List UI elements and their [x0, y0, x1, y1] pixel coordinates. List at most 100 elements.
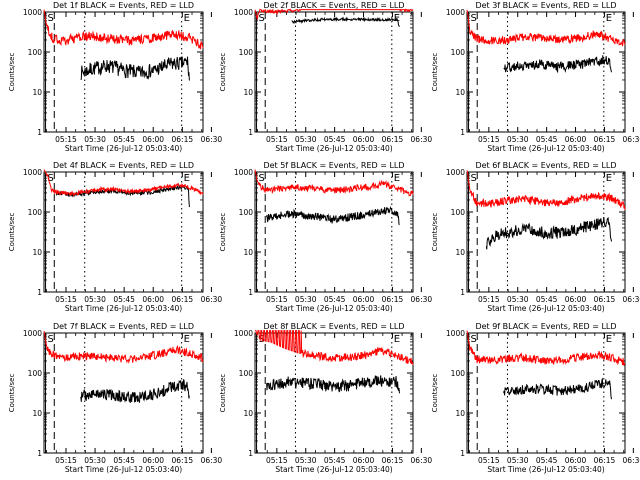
y-tick-label: 10	[32, 409, 42, 418]
x-axis-label: Start Time (26-Jul-12 05:03:40)	[65, 144, 182, 153]
y-tick-label: 1	[37, 449, 42, 458]
detector-panel-5: Det 5f BLACK = Events, RED = LLD 1 10 100 10…	[219, 161, 432, 313]
panel-title: Det 8f BLACK = Events, RED = LLD	[263, 322, 404, 331]
lld-series-line	[255, 330, 414, 365]
x-tick-label: 06:00	[353, 135, 375, 144]
detector-panel-4: Det 4f BLACK = Events, RED = LLD 1 10 100 10…	[8, 161, 222, 313]
x-tick-label: 05:15	[266, 135, 288, 144]
x-tick-label: 06:30	[623, 135, 640, 144]
events-series-line	[503, 377, 612, 400]
time-marker-label: E	[606, 13, 612, 24]
y-axis-label: Counts/sec	[8, 374, 16, 413]
x-tick-label: 06:00	[142, 135, 164, 144]
x-tick-label: 05:30	[84, 135, 106, 144]
y-tick-label: 1	[37, 288, 42, 297]
detector-panel-2: Det 2f BLACK = Events, RED = LLD 1 10 100 10…	[219, 1, 432, 153]
time-marker-label: E	[184, 173, 190, 184]
plot-frame	[254, 171, 414, 293]
x-tick-label: 05:15	[266, 295, 288, 304]
events-series-line	[80, 379, 190, 403]
x-tick-label: 06:30	[623, 295, 640, 304]
y-tick-label: 1	[248, 288, 253, 297]
time-marker-label: E	[184, 13, 190, 24]
x-tick-label: 05:45	[536, 295, 558, 304]
x-tick-label: 06:15	[172, 135, 194, 144]
x-tick-label: 05:45	[113, 456, 135, 465]
time-marker-label: S	[48, 173, 54, 184]
lld-series-line	[254, 169, 414, 197]
x-tick-label: 05:15	[478, 135, 500, 144]
x-tick-label: 06:15	[172, 295, 194, 304]
x-tick-label: 05:30	[507, 456, 529, 465]
y-tick-label: 10	[243, 248, 253, 257]
time-marker-label: E	[394, 334, 400, 345]
plot-frame	[466, 332, 626, 454]
detector-panel-3: Det 3f BLACK = Events, RED = LLD 1 10 100 10…	[431, 1, 640, 153]
y-tick-label: 100	[451, 208, 466, 217]
x-tick-label: 05:30	[84, 295, 106, 304]
plot-frame	[43, 332, 204, 454]
x-tick-label: 06:15	[172, 456, 194, 465]
x-axis-label: Start Time (26-Jul-12 05:03:40)	[65, 465, 182, 474]
lld-series-line	[43, 330, 204, 365]
y-tick-label: 1	[37, 128, 42, 137]
x-tick-label: 05:15	[478, 295, 500, 304]
events-series-line	[266, 205, 400, 226]
y-tick-label: 100	[28, 48, 43, 57]
panel-title: Det 3f BLACK = Events, RED = LLD	[475, 1, 616, 10]
y-tick-label: 100	[239, 369, 254, 378]
x-axis-label: Start Time (26-Jul-12 05:03:40)	[275, 465, 392, 474]
events-series-line	[80, 56, 190, 81]
events-series-line	[266, 375, 400, 394]
y-tick-label: 1000	[234, 168, 253, 177]
x-tick-label: 06:30	[411, 295, 433, 304]
x-tick-label: 05:30	[84, 456, 106, 465]
x-tick-label: 06:30	[411, 456, 433, 465]
lld-series-line	[43, 169, 204, 197]
y-tick-label: 10	[243, 409, 253, 418]
x-tick-label: 06:00	[565, 295, 587, 304]
x-tick-label: 05:15	[266, 456, 288, 465]
lld-series-line	[254, 8, 414, 21]
x-axis-label: Start Time (26-Jul-12 05:03:40)	[65, 304, 182, 313]
x-tick-label: 06:30	[201, 295, 223, 304]
x-tick-label: 06:15	[382, 456, 404, 465]
x-tick-label: 05:30	[507, 295, 529, 304]
y-tick-label: 100	[28, 208, 43, 217]
y-tick-label: 100	[28, 369, 43, 378]
lld-series-line	[466, 330, 626, 366]
x-tick-label: 06:00	[565, 456, 587, 465]
time-marker-label: E	[606, 334, 612, 345]
detector-panel-8: Det 8f BLACK = Events, RED = LLD 1 10 100 10…	[219, 322, 432, 474]
x-tick-label: 06:15	[382, 135, 404, 144]
x-tick-label: 06:00	[142, 456, 164, 465]
x-tick-label: 05:15	[55, 456, 77, 465]
x-tick-label: 05:45	[324, 135, 346, 144]
y-axis-label: Counts/sec	[431, 213, 439, 252]
panel-title: Det 4f BLACK = Events, RED = LLD	[53, 161, 194, 170]
time-marker-label: E	[184, 334, 190, 345]
y-tick-label: 10	[243, 88, 253, 97]
plot-frame	[466, 171, 626, 293]
time-marker-label: S	[471, 173, 477, 184]
events-series-line	[291, 16, 400, 27]
panel-title: Det 6f BLACK = Events, RED = LLD	[475, 161, 616, 170]
x-tick-label: 06:00	[353, 456, 375, 465]
detector-panel-1: Det 1f BLACK = Events, RED = LLD 1 10 100 10…	[8, 1, 222, 153]
x-tick-label: 06:15	[594, 135, 616, 144]
x-axis-label: Start Time (26-Jul-12 05:03:40)	[487, 304, 604, 313]
lld-series-line	[43, 9, 204, 50]
time-marker-label: S	[259, 173, 265, 184]
y-axis-label: Counts/sec	[431, 374, 439, 413]
time-marker-label: S	[48, 13, 54, 24]
x-tick-label: 06:00	[353, 295, 375, 304]
panel-title: Det 7f BLACK = Events, RED = LLD	[53, 322, 194, 331]
y-axis-label: Counts/sec	[8, 53, 16, 92]
plot-frame	[254, 11, 414, 133]
y-axis-label: Counts/sec	[219, 374, 227, 413]
lld-series-line	[466, 9, 626, 47]
x-tick-label: 05:30	[295, 456, 317, 465]
y-tick-label: 1000	[446, 8, 465, 17]
y-tick-label: 1000	[234, 329, 253, 338]
x-tick-label: 06:30	[623, 456, 640, 465]
